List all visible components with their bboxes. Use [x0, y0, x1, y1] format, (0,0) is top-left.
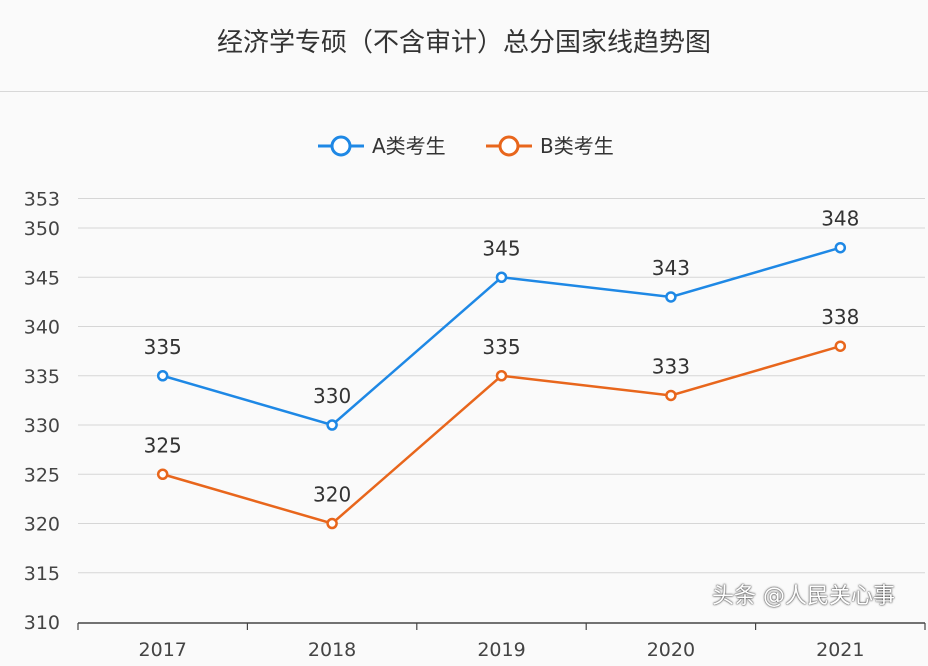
data-label: 325 — [144, 433, 182, 457]
data-label: 320 — [313, 483, 351, 507]
data-label: 330 — [313, 384, 351, 408]
data-point — [326, 419, 338, 431]
y-tick-label: 345 — [24, 267, 60, 289]
y-tick-label: 350 — [24, 218, 60, 240]
data-point — [156, 370, 169, 382]
y-tick-label: 320 — [24, 514, 60, 536]
y-tick-label: 335 — [24, 366, 60, 388]
y-tick-label: 325 — [24, 464, 60, 486]
data-point — [495, 271, 508, 283]
legend-marker — [498, 135, 520, 157]
x-tick-label: 2019 — [477, 639, 525, 661]
data-label: 348 — [821, 207, 859, 231]
data-label: 333 — [652, 354, 690, 378]
data-point — [665, 389, 677, 402]
chart-title: 经济学专硕（不含审计）总分国家线趋势图 — [216, 28, 711, 58]
data-label: 335 — [482, 335, 520, 359]
watermark: 头条 @人民关心事 — [712, 584, 895, 609]
legend-label: A类考生 — [372, 134, 446, 158]
y-tick-label: 353 — [24, 188, 60, 210]
data-point — [834, 340, 847, 352]
data-label: 338 — [821, 305, 859, 329]
data-label: 335 — [144, 335, 182, 359]
legend-marker — [330, 135, 352, 157]
data-point — [495, 370, 508, 382]
y-tick-label: 340 — [24, 317, 60, 339]
y-tick-label: 330 — [24, 415, 60, 437]
x-tick-label: 2018 — [308, 639, 356, 661]
data-label: 343 — [652, 256, 690, 280]
x-tick-label: 2020 — [647, 639, 695, 661]
data-point — [834, 241, 847, 254]
data-label: 345 — [482, 236, 520, 260]
legend-label: B类考生 — [540, 134, 614, 158]
header-divider — [0, 91, 928, 92]
data-point — [326, 517, 338, 530]
y-tick-label: 315 — [24, 563, 60, 585]
data-point — [665, 291, 677, 303]
x-tick-label: 2017 — [139, 639, 187, 661]
x-tick-label: 2021 — [816, 639, 864, 661]
data-point — [156, 468, 169, 480]
y-tick-label: 310 — [24, 612, 60, 634]
